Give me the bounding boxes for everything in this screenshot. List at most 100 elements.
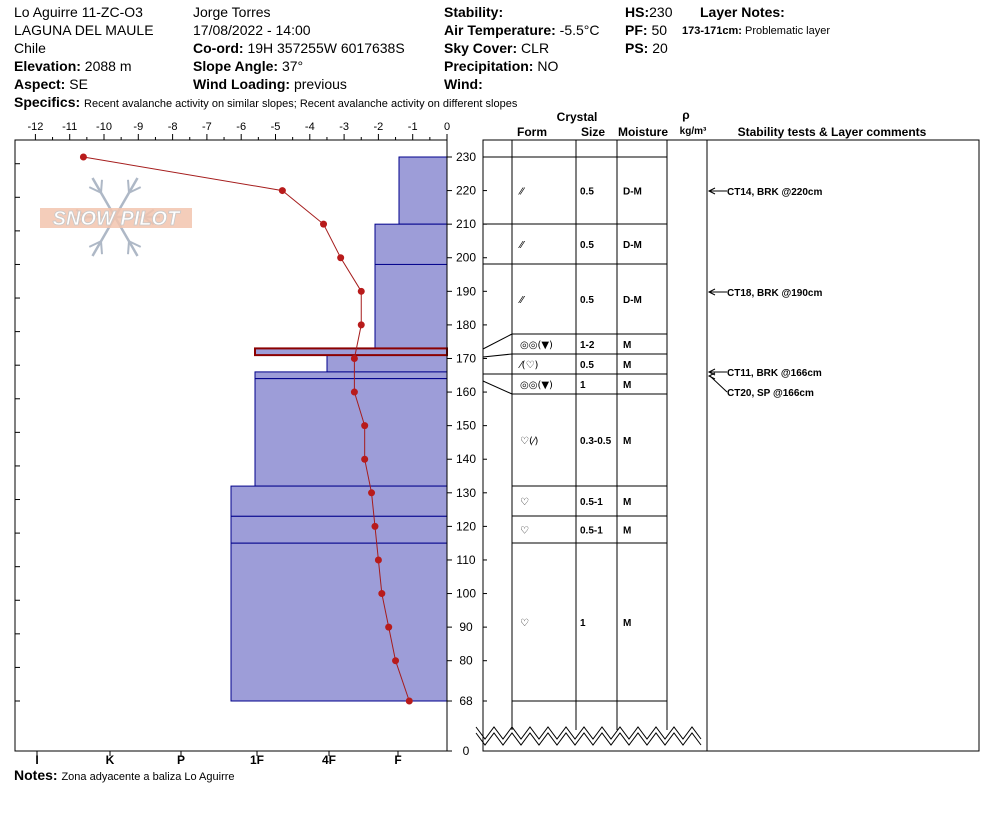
temperature-point: [374, 556, 382, 564]
layer-table: Crystal Form Size Moisture ρ kg/m³ Stability t…: [475, 108, 980, 752]
temperature-point: [361, 422, 369, 430]
stability-arrowhead: [707, 372, 716, 380]
stability-arrow: [709, 375, 728, 393]
specifics-text: Recent avalanche activity on similar slo…: [84, 98, 518, 110]
sky-value: CLR: [521, 40, 550, 56]
row-connector: [482, 380, 513, 395]
layer-notes-label: Layer Notes:: [700, 4, 785, 20]
logo-text: SNOW PILOT: [53, 208, 181, 230]
temp-tick-label: -5: [271, 121, 281, 133]
height-tick-label: 110: [456, 553, 475, 567]
observer-name: Jorge Torres: [193, 4, 271, 20]
row-moisture: M: [623, 526, 631, 537]
row-moisture: M: [623, 360, 631, 371]
temperature-point: [405, 697, 413, 705]
ps-row: PS: 20: [625, 40, 668, 56]
hardness-layer-8: [230, 515, 448, 544]
layer-note-text: Problematic layer: [745, 25, 830, 37]
height-tick-label: 0: [463, 744, 470, 758]
snowflake-branch: [88, 240, 102, 248]
row-form: ♡: [520, 526, 529, 537]
hardness-layer-3: [254, 347, 448, 356]
snowflake-branch: [100, 179, 103, 193]
temp-tick-label: -12: [27, 121, 43, 133]
elevation-value: 2088 m: [84, 58, 132, 74]
row-form: ◎◎(▼): [520, 380, 553, 391]
height-tick-label: 68: [459, 694, 473, 708]
zigzag-break-2: [475, 726, 702, 740]
stability-arrowhead: [707, 288, 716, 296]
hardness-layer-0: [398, 156, 448, 225]
row-form: ♡: [520, 618, 529, 629]
row-size: 0.5-1: [580, 526, 603, 537]
hardness-layer-7: [230, 485, 448, 517]
header-comments: Stability tests & Layer comments: [738, 125, 927, 139]
hardness-tick-label: 1F: [250, 753, 264, 767]
temp-tick-label: -8: [168, 121, 178, 133]
height-tick-label: 220: [456, 184, 476, 198]
hardness-tick-label: I: [35, 753, 38, 767]
height-tick-label: 80: [459, 654, 473, 668]
slope-row: Slope Angle: 37°: [193, 58, 303, 74]
area-name: LAGUNA DEL MAULE: [14, 22, 154, 38]
pf-label: PF:: [625, 22, 648, 38]
height-tick-label: 140: [456, 452, 476, 466]
stability-label: Stability:: [444, 4, 504, 20]
height-tick-label: 210: [456, 217, 476, 231]
height-tick-label: 180: [456, 318, 476, 332]
snowflake-branch: [88, 186, 102, 194]
row-size: 0.5: [580, 240, 594, 251]
height-tick-label: 170: [456, 351, 476, 365]
hs-row: HS:230: [625, 4, 672, 20]
coord-row: Co-ord: 19H 357255W 6017638S: [193, 40, 405, 56]
temperature-point: [350, 354, 358, 362]
wind-label: Wind:: [444, 76, 483, 92]
temperature-point: [79, 153, 87, 161]
temperature-point: [320, 220, 328, 228]
temp-tick-label: -4: [305, 121, 315, 133]
temperature-point: [357, 287, 365, 295]
height-tick-label: 130: [456, 486, 476, 500]
country-name: Chile: [14, 40, 46, 56]
snowpilot-logo: SNOW PILOT: [40, 177, 192, 257]
stability-test-label: CT18, BRK @190cm: [727, 288, 822, 299]
row-form: ◎◎(▼): [520, 340, 553, 351]
hardness-tick-label: K: [106, 753, 115, 767]
stability-test-label: CT14, BRK @220cm: [727, 187, 822, 198]
air-temp-label: Air Temperature:: [444, 22, 556, 38]
row-connector: [482, 353, 513, 358]
height-tick-label: 190: [456, 284, 476, 298]
aspect-label: Aspect:: [14, 76, 66, 92]
hardness-tick-label: 4F: [322, 753, 336, 767]
specifics-label: Specifics:: [14, 94, 81, 110]
row-form: ♡: [520, 497, 529, 508]
header-size: Size: [581, 125, 605, 139]
header-moisture: Moisture: [618, 125, 668, 139]
sky-row: Sky Cover: CLR: [444, 40, 549, 56]
row-size: 0.5: [580, 295, 594, 306]
row-form: ⁄⁄: [518, 240, 526, 251]
logo-band: [40, 208, 192, 228]
temp-tick-label: 0: [444, 121, 450, 133]
row-form: ⁄⁄: [518, 295, 526, 306]
hardness-layer-6: [254, 378, 448, 487]
temperature-point: [361, 455, 369, 463]
hardness-layer-4: [326, 354, 448, 373]
row-moisture: D-M: [623, 240, 642, 251]
stability-test-label: CT11, BRK @166cm: [727, 368, 822, 379]
observation-datetime: 17/08/2022 - 14:00: [193, 22, 311, 38]
ps-label: PS:: [625, 40, 649, 56]
header-rho: ρ: [682, 108, 689, 122]
row-size: 0.5: [580, 360, 594, 371]
site-name: Lo Aguirre 11-ZC-O3: [14, 4, 143, 20]
stability-row: Stability:: [444, 4, 503, 20]
temperature-point: [392, 657, 400, 665]
snowflake-branch: [100, 241, 103, 255]
air-temp-row: Air Temperature: -5.5°C: [444, 22, 600, 38]
hardness-layer-9: [230, 542, 448, 702]
specifics-row: Specifics: Recent avalanche activity on …: [14, 94, 517, 111]
precip-value: NO: [537, 58, 559, 74]
snowflake-branch: [128, 186, 142, 194]
temperature-point: [371, 522, 379, 530]
